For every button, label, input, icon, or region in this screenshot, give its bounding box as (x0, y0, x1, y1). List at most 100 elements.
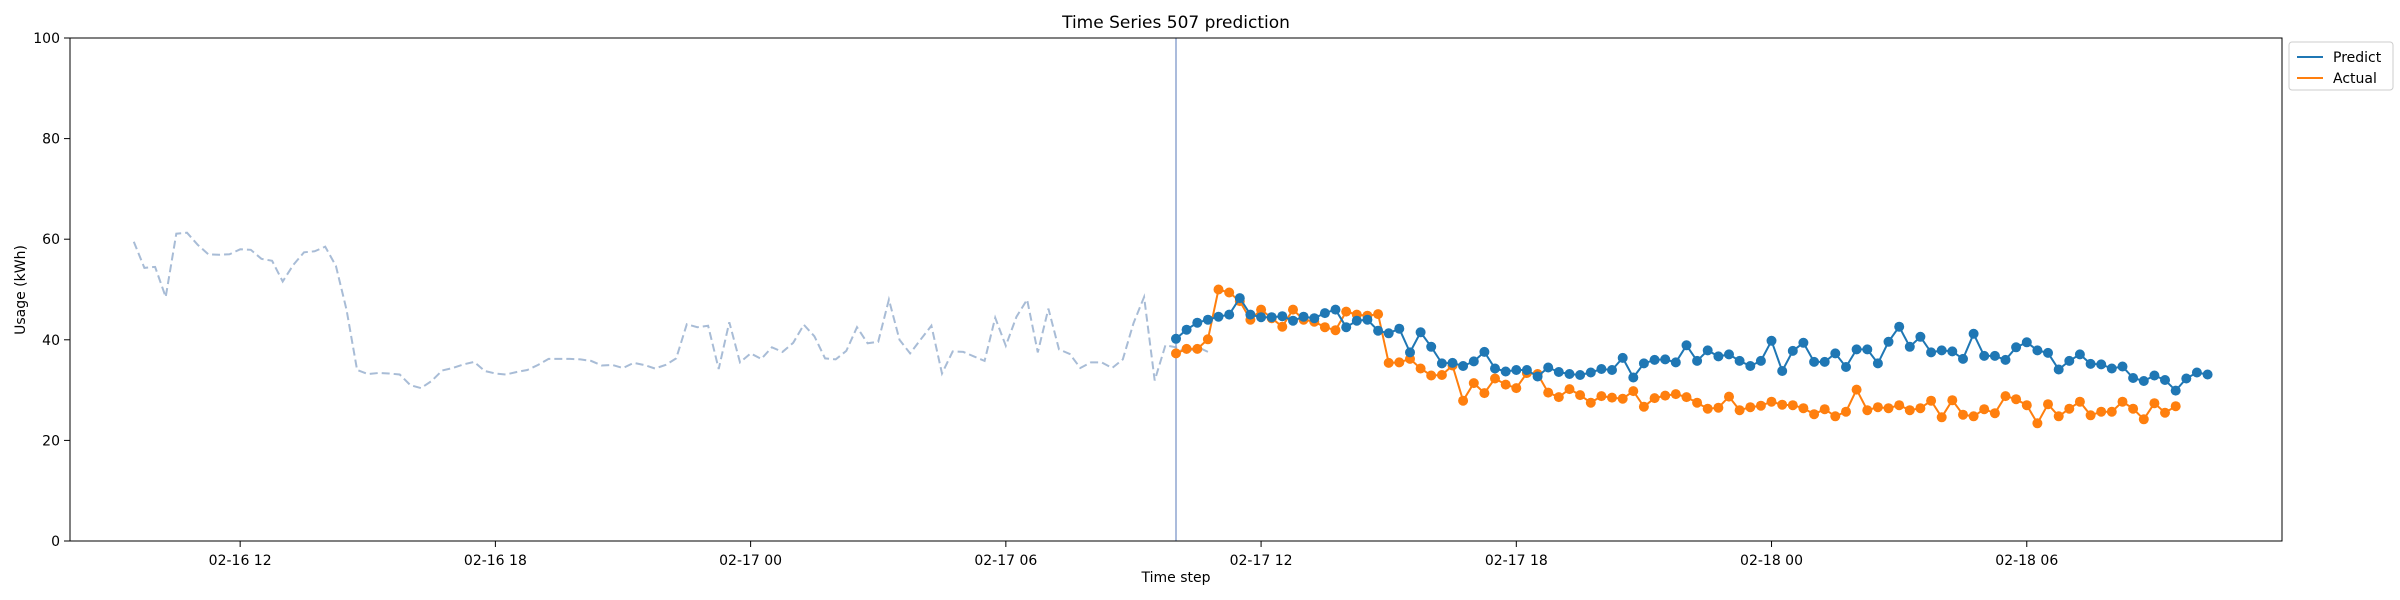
actual-point (1872, 402, 1883, 413)
actual-point (1883, 403, 1894, 414)
predict-point (1181, 324, 1192, 335)
predict-point (1872, 358, 1883, 369)
x-tick-label: 02-17 06 (974, 553, 1037, 569)
actual-point (1681, 392, 1692, 403)
predict-point (1915, 331, 1926, 342)
actual-point (2021, 400, 2032, 411)
predict-point (1596, 364, 1607, 374)
plot-area (132, 38, 2213, 541)
predict-point (1904, 341, 1915, 352)
predict-point (2000, 354, 2011, 365)
actual-point (1777, 399, 1788, 410)
predict-point (1171, 333, 1181, 344)
y-tick-label: 80 (42, 132, 60, 148)
actual-point (1745, 402, 1756, 413)
x-tick-label: 02-18 06 (1995, 553, 2058, 569)
actual-point (1585, 397, 1596, 408)
predict-point (1500, 366, 1511, 377)
predict-point (2138, 376, 2149, 386)
actual-point (1213, 284, 1224, 295)
actual-series (1171, 284, 2181, 429)
actual-point (1989, 408, 2000, 419)
actual-point (1564, 384, 1575, 395)
predict-point (1224, 309, 1235, 320)
predict-point (1288, 315, 1298, 326)
predict-point (1245, 309, 1256, 320)
actual-point (1947, 395, 1958, 406)
legend-label-predict: Predict (2333, 50, 2382, 66)
predict-point (1436, 358, 1447, 369)
predict-point (2043, 347, 2053, 358)
actual-point (1500, 379, 1511, 390)
predict-point (1373, 325, 1384, 336)
predict-point (2202, 369, 2213, 380)
predict-point (1787, 345, 1798, 356)
predict-point (1468, 356, 1479, 367)
actual-point (1638, 401, 1649, 412)
actual-point (1171, 348, 1181, 359)
actual-point (1288, 304, 1298, 315)
actual-point (1617, 393, 1628, 404)
predict-point (2032, 345, 2043, 356)
predict-point (1192, 317, 1203, 328)
actual-point (2106, 406, 2117, 417)
legend-label-actual: Actual (2333, 71, 2377, 87)
actual-point (1894, 400, 1905, 411)
predict-point (1936, 345, 1947, 356)
predict-point (1883, 336, 1894, 347)
predict-point (1447, 357, 1458, 368)
actual-point (1649, 393, 1660, 404)
predict-point (1670, 357, 1681, 368)
actual-point (1596, 391, 1607, 402)
actual-point (1468, 378, 1479, 389)
x-axis-label: Time step (1141, 570, 1211, 586)
actual-point (2053, 411, 2064, 422)
predict-point (1585, 367, 1596, 378)
predict-point (2191, 367, 2202, 378)
x-tick-label: 02-17 18 (1485, 553, 1548, 569)
actual-point (1341, 306, 1352, 317)
actual-point (1830, 411, 1841, 422)
actual-point (2096, 406, 2107, 417)
actual-point (1809, 409, 1820, 420)
predict-point (2160, 375, 2170, 385)
actual-point (1958, 409, 1968, 420)
actual-point (1330, 325, 1341, 336)
y-tick-label: 0 (51, 534, 60, 550)
actual-point (1479, 388, 1490, 399)
actual-point (1692, 397, 1703, 408)
actual-point (2064, 403, 2075, 414)
legend: Predict Actual (2288, 41, 2394, 91)
y-axis: 0 20 40 60 80 100 (33, 31, 70, 550)
actual-point (1724, 391, 1734, 402)
predict-point (1649, 354, 1660, 365)
predict-point (2170, 385, 2181, 396)
predict-point (1309, 313, 1320, 324)
predict-point (1405, 347, 1415, 358)
actual-point (1319, 322, 1330, 333)
predict-point (1681, 340, 1692, 351)
actual-point (2074, 396, 2085, 407)
actual-point (1553, 392, 1564, 403)
actual-point (1543, 387, 1554, 398)
predict-point (1851, 344, 1862, 355)
predict-point (1628, 372, 1639, 383)
predict-point (2106, 363, 2117, 374)
predict-point (1947, 346, 1958, 357)
plot-frame (69, 37, 2283, 542)
x-tick-label: 02-17 00 (719, 553, 782, 569)
predict-point (1298, 311, 1309, 322)
predict-point (2011, 342, 2022, 353)
predict-point (1989, 350, 2000, 361)
x-tick-label: 02-16 12 (209, 553, 272, 569)
predict-point (1894, 321, 1905, 332)
predict-point (1862, 344, 1873, 355)
actual-point (1851, 384, 1862, 395)
actual-point (1926, 395, 1937, 406)
actual-point (1841, 406, 1851, 417)
actual-point (1862, 405, 1873, 416)
actual-point (1734, 405, 1745, 416)
predict-point (1351, 315, 1362, 326)
actual-point (1192, 343, 1203, 354)
